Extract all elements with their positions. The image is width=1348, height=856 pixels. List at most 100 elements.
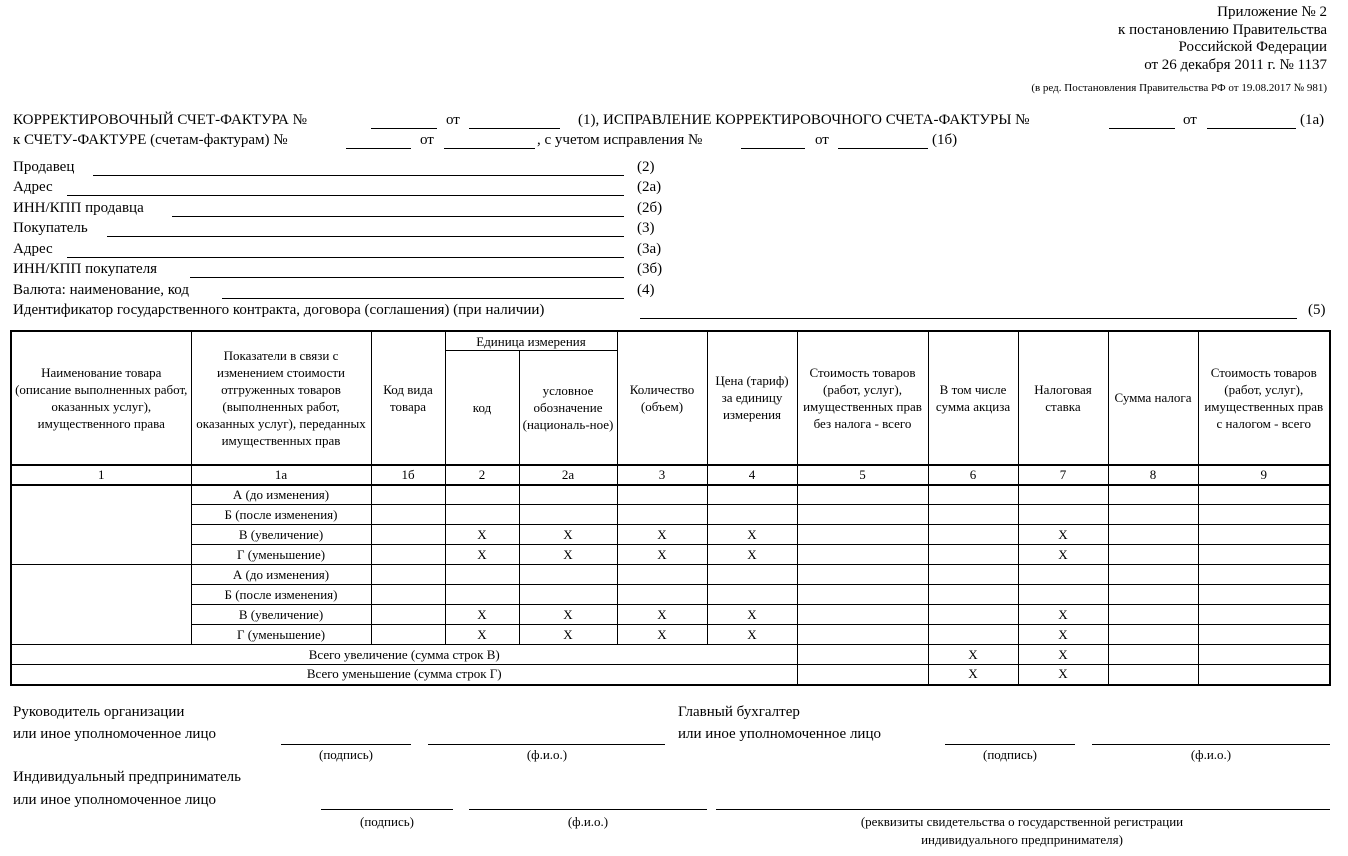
table-cell[interactable] <box>1197 604 1331 625</box>
field-input-line[interactable] <box>93 175 624 176</box>
table-cell[interactable] <box>706 484 798 505</box>
correction-date-field[interactable] <box>1207 128 1296 129</box>
ip-registration-field[interactable] <box>716 809 1330 810</box>
table-cell[interactable] <box>927 604 1019 625</box>
x-mark: X <box>706 624 798 645</box>
table-cell[interactable] <box>927 584 1019 605</box>
table-cell[interactable] <box>370 524 446 545</box>
table-cell[interactable] <box>1197 524 1331 545</box>
base-invoice-date-field[interactable] <box>444 148 535 149</box>
accountant-signature-field[interactable] <box>945 744 1075 745</box>
table-cell[interactable] <box>1017 564 1109 585</box>
table-cell[interactable] <box>444 584 520 605</box>
invoice-date-field[interactable] <box>469 128 560 129</box>
base-correction-number-field[interactable] <box>741 148 805 149</box>
table-cell[interactable] <box>1197 644 1331 665</box>
table-cell[interactable] <box>927 484 1019 505</box>
table-cell[interactable] <box>370 564 446 585</box>
caption-signature: (подпись) <box>983 747 1037 762</box>
table-cell[interactable] <box>796 544 929 565</box>
appendix-note: (в ред. Постановления Правительства РФ о… <box>1031 82 1327 94</box>
table-cell[interactable] <box>370 624 446 645</box>
table-cell[interactable] <box>796 664 929 685</box>
head-name-field[interactable] <box>428 744 665 745</box>
table-cell[interactable] <box>444 484 520 505</box>
field-input-line[interactable] <box>172 216 624 217</box>
table-cell[interactable] <box>1107 584 1199 605</box>
table-cell[interactable] <box>796 624 929 645</box>
ip-name-field[interactable] <box>469 809 707 810</box>
table-cell[interactable] <box>927 564 1019 585</box>
table-cell[interactable] <box>518 504 618 525</box>
product-name-cell[interactable] <box>10 564 192 645</box>
table-cell[interactable] <box>370 584 446 605</box>
head-signature-field[interactable] <box>281 744 411 745</box>
table-cell[interactable] <box>796 524 929 545</box>
table-cell[interactable] <box>616 564 708 585</box>
table-cell[interactable] <box>927 624 1019 645</box>
table-cell[interactable] <box>444 564 520 585</box>
field-input-line[interactable] <box>107 236 624 237</box>
field-input-line[interactable] <box>190 277 624 278</box>
correction-number-field[interactable] <box>1109 128 1175 129</box>
field-label: ИНН/КПП покупателя <box>13 261 158 277</box>
field-input-line[interactable] <box>67 257 624 258</box>
table-cell[interactable] <box>1107 604 1199 625</box>
table-cell[interactable] <box>1107 644 1199 665</box>
table-cell[interactable] <box>518 484 618 505</box>
table-cell[interactable] <box>796 564 929 585</box>
table-cell[interactable] <box>1017 584 1109 605</box>
table-cell[interactable] <box>616 504 708 525</box>
table-cell[interactable] <box>1197 484 1331 505</box>
product-name-cell[interactable] <box>10 484 192 565</box>
field-input-line[interactable] <box>222 298 624 299</box>
column-number: 8 <box>1107 463 1199 486</box>
table-cell[interactable] <box>616 584 708 605</box>
table-cell[interactable] <box>706 564 798 585</box>
table-cell[interactable] <box>927 524 1019 545</box>
base-invoice-number-field[interactable] <box>346 148 411 149</box>
table-cell[interactable] <box>796 584 929 605</box>
table-cell[interactable] <box>1197 664 1331 685</box>
table-cell[interactable] <box>518 584 618 605</box>
table-cell[interactable] <box>1197 624 1331 645</box>
field-input-line[interactable] <box>67 195 624 196</box>
table-cell[interactable] <box>1107 484 1199 505</box>
table-cell[interactable] <box>706 504 798 525</box>
ip-label-1: Индивидуальный предприниматель <box>13 769 241 785</box>
ip-signature-field[interactable] <box>321 809 453 810</box>
table-cell[interactable] <box>706 584 798 605</box>
table-cell[interactable] <box>1017 484 1109 505</box>
table-cell[interactable] <box>370 484 446 505</box>
table-cell[interactable] <box>444 504 520 525</box>
table-cell[interactable] <box>1107 624 1199 645</box>
table-cell[interactable] <box>1197 544 1331 565</box>
table-cell[interactable] <box>1107 504 1199 525</box>
table-cell[interactable] <box>518 564 618 585</box>
table-cell[interactable] <box>370 504 446 525</box>
header-product-type-code: Код вида товара <box>370 330 446 465</box>
invoice-number-field[interactable] <box>371 128 437 129</box>
column-number: 1а <box>190 463 372 486</box>
table-cell[interactable] <box>1107 544 1199 565</box>
table-cell[interactable] <box>370 544 446 565</box>
table-cell[interactable] <box>1107 564 1199 585</box>
table-cell[interactable] <box>927 544 1019 565</box>
table-cell[interactable] <box>796 504 929 525</box>
table-cell[interactable] <box>616 484 708 505</box>
table-cell[interactable] <box>1017 504 1109 525</box>
base-correction-date-field[interactable] <box>838 148 928 149</box>
accountant-name-field[interactable] <box>1092 744 1330 745</box>
contract-id-field[interactable] <box>640 318 1297 319</box>
table-cell[interactable] <box>1107 664 1199 685</box>
table-cell[interactable] <box>796 604 929 625</box>
table-cell[interactable] <box>1107 524 1199 545</box>
table-cell[interactable] <box>796 644 929 665</box>
table-cell[interactable] <box>796 484 929 505</box>
table-cell[interactable] <box>927 504 1019 525</box>
table-cell[interactable] <box>370 604 446 625</box>
table-cell[interactable] <box>1197 584 1331 605</box>
field-code: (3а) <box>637 241 662 257</box>
table-cell[interactable] <box>1197 564 1331 585</box>
table-cell[interactable] <box>1197 504 1331 525</box>
